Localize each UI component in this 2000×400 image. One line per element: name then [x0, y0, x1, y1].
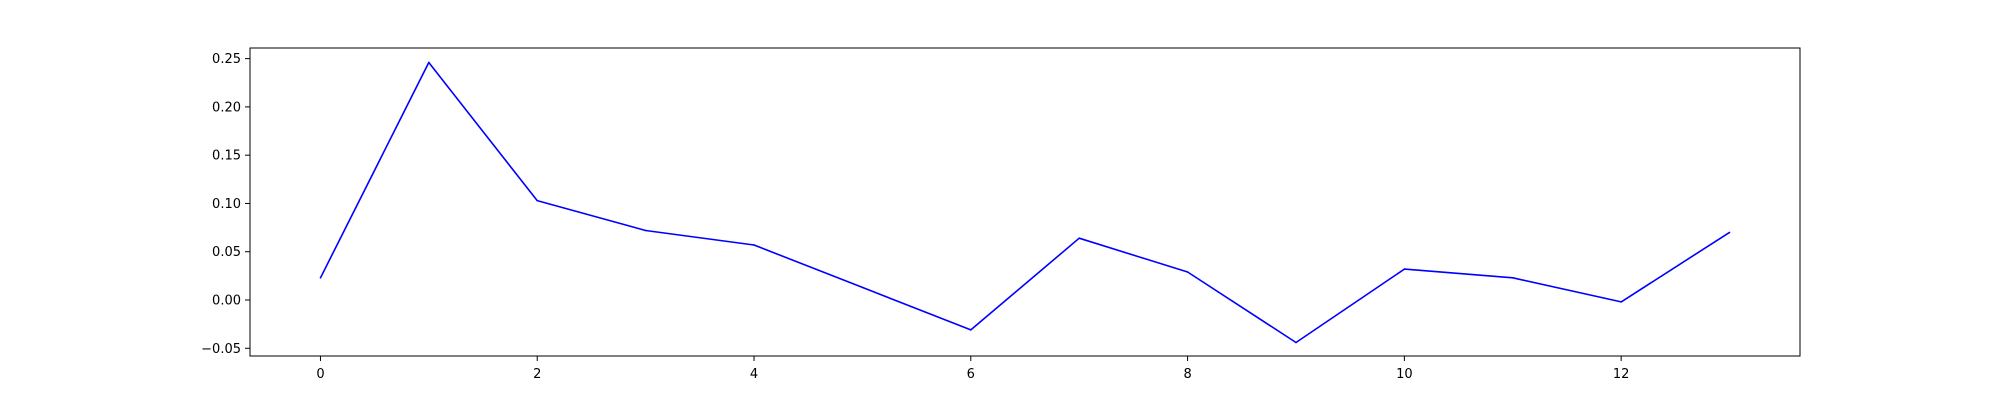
data-point [1511, 276, 1514, 279]
y-tick-label: 0.05 [212, 245, 241, 260]
plot-frame [249, 47, 1801, 357]
x-tick-label: 4 [750, 367, 758, 382]
y-tick-label: 0.10 [212, 197, 241, 212]
data-point [1403, 268, 1406, 270]
data-point [428, 61, 430, 64]
x-tick-label: 6 [967, 367, 975, 382]
data-point [970, 329, 972, 331]
y-tick-label: 0.15 [212, 149, 241, 164]
data-point [1728, 231, 1731, 234]
x-tick-label: 0 [316, 367, 324, 382]
series-layer [319, 61, 1731, 344]
x-tick-label: 2 [533, 367, 541, 382]
x-tick-label: 12 [1613, 367, 1630, 382]
data-point [319, 276, 322, 279]
data-point [753, 244, 755, 246]
data-point [1620, 301, 1622, 303]
data-point [861, 286, 864, 289]
data-point [644, 229, 647, 232]
y-tick-label: 0.00 [212, 294, 241, 309]
x-tick-label: 8 [1183, 367, 1191, 382]
x-axis: 0 2 4 6 8 10 12 [316, 356, 1629, 382]
data-point [1186, 271, 1189, 273]
series-line [319, 61, 1730, 344]
y-axis: −0.05 0.00 0.05 0.10 0.15 0.20 0.25 [201, 52, 250, 357]
x-tick-label: 10 [1396, 367, 1413, 382]
data-point [1295, 341, 1297, 344]
y-tick-label: −0.05 [201, 342, 241, 357]
y-tick-label: 0.25 [212, 52, 241, 67]
data-point [1078, 237, 1080, 240]
plot-area [250, 48, 1800, 356]
data-point [536, 199, 539, 202]
y-tick-label: 0.20 [212, 100, 241, 115]
